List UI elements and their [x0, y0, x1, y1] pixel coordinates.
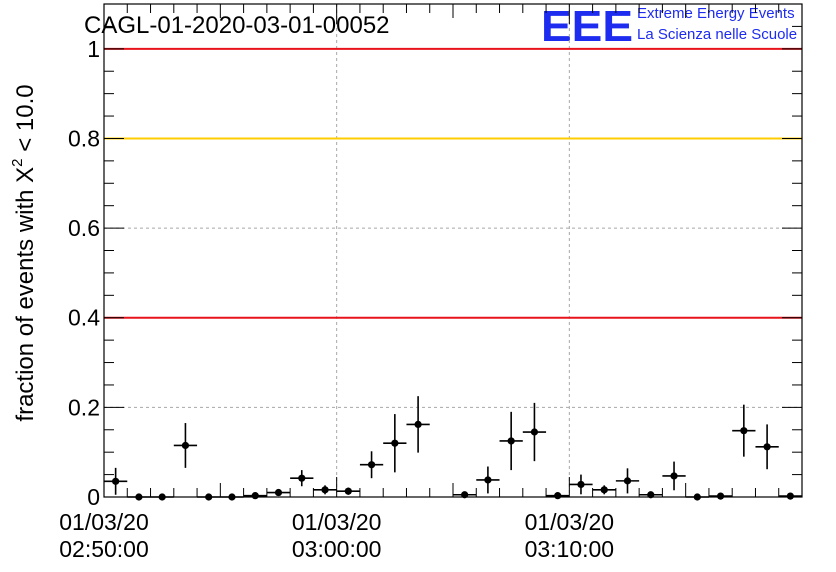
y-axis-title-prefix: fraction of events with	[12, 183, 39, 422]
data-marker	[391, 439, 399, 447]
data-marker	[623, 477, 632, 485]
y-tick-label: 0.6	[68, 215, 100, 241]
eee-logo-line2: La Scienza nelle Scuole	[637, 26, 797, 43]
data-marker	[274, 488, 283, 497]
data-point	[336, 487, 360, 495]
data-marker	[484, 476, 492, 484]
data-marker	[670, 472, 678, 480]
data-marker	[530, 428, 539, 436]
y-axis-title: fraction of events with X2 < 10.0	[9, 84, 39, 421]
x-tick-time-label: 02:50:00	[59, 536, 149, 562]
data-marker	[298, 474, 306, 482]
y-axis-title-suffix: < 10.0	[12, 84, 39, 158]
y-tick-label: 0.8	[68, 125, 100, 151]
data-point	[266, 488, 291, 497]
data-marker	[112, 477, 120, 485]
eee-logo-line1: Extreme Energy Events	[637, 5, 795, 22]
data-marker	[577, 480, 585, 489]
x-tick-date-label: 01/03/20	[525, 509, 615, 535]
data-point	[290, 470, 314, 487]
y-tick-label: 0.2	[68, 394, 100, 420]
data-point	[615, 468, 640, 494]
eee-logo: EEE Extreme Energy Events La Scienza nel…	[541, 2, 797, 51]
data-points	[104, 396, 802, 501]
reference-lines	[104, 47, 802, 319]
data-point	[499, 411, 523, 471]
data-marker	[507, 437, 515, 445]
data-marker	[251, 492, 259, 500]
data-point	[406, 396, 430, 453]
data-point	[662, 461, 686, 491]
data-marker	[554, 492, 562, 500]
x-tick-time-label: 03:10:00	[525, 536, 615, 562]
data-point	[755, 424, 779, 470]
data-point	[592, 485, 616, 495]
y-tick-label: 0.4	[68, 305, 100, 331]
eee-logo-mark: EEE	[541, 2, 633, 51]
data-point	[476, 466, 500, 494]
data-marker	[763, 443, 771, 451]
data-marker	[716, 492, 725, 500]
data-point	[732, 404, 756, 457]
chart-title: CAGL-01-2020-03-01-00052	[84, 12, 390, 39]
axis-ticks: 00.20.40.60.8101/03/2002:50:0001/03/2003…	[59, 3, 803, 562]
data-point	[522, 402, 547, 462]
x-tick-time-label: 03:00:00	[292, 536, 382, 562]
data-marker	[740, 427, 748, 435]
data-marker	[344, 487, 352, 495]
data-marker	[321, 486, 329, 494]
y-axis-title-symbol: X	[12, 167, 39, 183]
data-point	[359, 451, 384, 479]
data-marker	[600, 486, 608, 494]
data-point	[173, 423, 198, 468]
data-point	[313, 485, 337, 495]
data-point	[104, 467, 128, 495]
y-axis-title-superscript: 2	[9, 158, 26, 166]
data-marker	[367, 461, 376, 469]
x-tick-date-label: 01/03/20	[59, 509, 149, 535]
data-point	[708, 492, 733, 500]
data-point	[569, 474, 593, 495]
data-point	[383, 414, 407, 473]
y-tick-label: 0	[87, 484, 100, 510]
data-marker	[181, 441, 190, 450]
x-tick-date-label: 01/03/20	[292, 509, 382, 535]
data-marker	[786, 492, 794, 500]
y-tick-label: 1	[87, 36, 100, 62]
data-point	[778, 492, 802, 500]
data-marker	[414, 420, 422, 428]
